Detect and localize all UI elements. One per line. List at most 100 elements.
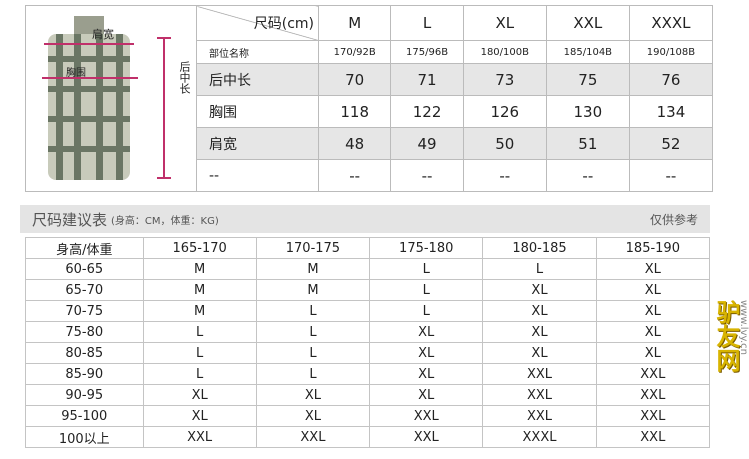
cell: XXL: [595, 405, 711, 427]
cell: 165-170: [142, 237, 257, 259]
cell: 126: [462, 95, 547, 128]
cell: XXL: [595, 426, 711, 448]
cell: XXL: [369, 426, 484, 448]
watermark-url: www.lvy.cn: [738, 300, 749, 355]
cell: XL: [482, 279, 597, 301]
cell: --: [390, 159, 464, 192]
cell: L: [142, 363, 257, 385]
vest-image: [42, 16, 171, 180]
cell: XL: [482, 300, 597, 322]
spec: 170/92B: [317, 40, 392, 64]
row-label: 60-65: [25, 258, 144, 280]
cell: 70: [317, 63, 392, 96]
cell: XL: [595, 321, 711, 343]
cell: XL: [595, 342, 711, 364]
cell: XXL: [142, 426, 257, 448]
cell: XL: [482, 321, 597, 343]
size-header: XXXL: [628, 5, 714, 41]
corner-header: 尺码(cm): [196, 5, 319, 41]
cell: XL: [595, 279, 711, 301]
cell: L: [369, 258, 484, 280]
cell: M: [142, 279, 257, 301]
cell: XXL: [255, 426, 371, 448]
table-row: 60-65 M M L L XL: [25, 258, 711, 280]
table-row: 75-80 L L XL XL XL: [25, 321, 711, 343]
size-chart-table: 肩宽 胸围 后中长 尺码(cm) M L XL XXL XXXL 部位名称 17…: [25, 5, 714, 192]
cell: 134: [628, 95, 714, 128]
row-label: 90-95: [25, 384, 144, 406]
row-label: 肩宽: [196, 127, 319, 160]
cell: 185-190: [595, 237, 711, 259]
cell: XL: [369, 321, 484, 343]
cell: 122: [390, 95, 464, 128]
shoulder-label: 肩宽: [92, 28, 114, 41]
row-label: 后中长: [196, 63, 319, 96]
cell: L: [142, 342, 257, 364]
cell: 130: [545, 95, 630, 128]
table-row: 后中长 70 71 73 75 76: [26, 63, 714, 96]
cell: XXL: [595, 384, 711, 406]
row-label: 95-100: [25, 405, 144, 427]
cell: 118: [317, 95, 392, 128]
table-row: -- -- -- -- -- --: [26, 159, 714, 192]
size-header: XL: [462, 5, 547, 41]
cell: M: [142, 258, 257, 280]
cell: 51: [545, 127, 630, 160]
spec: 180/100B: [462, 40, 547, 64]
cell: 73: [462, 63, 547, 96]
cell: XL: [369, 342, 484, 364]
cell: 49: [390, 127, 464, 160]
cell: L: [255, 363, 371, 385]
cell: M: [255, 258, 371, 280]
cell: XL: [482, 342, 597, 364]
cell: L: [255, 300, 371, 322]
cell: XL: [255, 405, 371, 427]
table-row: 95-100 XL XL XXL XXL XXL: [25, 405, 711, 427]
cell: --: [462, 159, 547, 192]
cell: 180-185: [482, 237, 597, 259]
cell: L: [369, 300, 484, 322]
cell: XL: [595, 258, 711, 280]
size-unit-label: 尺码(cm): [253, 16, 314, 32]
table-row: 85-90 L L XL XXL XXL: [25, 363, 711, 385]
cell: 71: [390, 63, 464, 96]
cell: XXXL: [482, 426, 597, 448]
cell: 170-175: [255, 237, 371, 259]
chest-label: 胸围: [66, 68, 86, 79]
cell: 75: [545, 63, 630, 96]
cell: --: [317, 159, 392, 192]
cell: XXL: [369, 405, 484, 427]
reference-note: 仅供参考: [649, 212, 698, 227]
spec: 190/108B: [628, 40, 714, 64]
cell: 50: [462, 127, 547, 160]
vest-diagram: 肩宽 胸围 后中长: [25, 5, 197, 192]
cell: 52: [628, 127, 714, 160]
cell: XL: [255, 384, 371, 406]
recommend-subtitle: (身高：CM，体重：KG): [111, 215, 219, 227]
cell: XL: [369, 384, 484, 406]
table-row: 70-75 M L L XL XL: [25, 300, 711, 322]
cell: L: [482, 258, 597, 280]
cell: XL: [142, 405, 257, 427]
size-header: L: [390, 5, 464, 41]
spec: 175/96B: [390, 40, 464, 64]
row-label: 85-90: [25, 363, 144, 385]
row-label: 75-80: [25, 321, 144, 343]
table-header-row: 身高/体重 165-170 170-175 175-180 180-185 185-190: [25, 237, 711, 259]
row-label: 100以上: [25, 426, 144, 448]
table-row: 100以上 XXL XXL XXL XXXL XXL: [25, 426, 711, 448]
recommend-table: 身高/体重 165-170 170-175 175-180 180-185 185-190…: [25, 237, 711, 448]
table-row: 65-70 M M L XL XL: [25, 279, 711, 301]
cell: 76: [628, 63, 714, 96]
cell: XXL: [482, 363, 597, 385]
table-row: 80-85 L L XL XL XL: [25, 342, 711, 364]
recommend-title: 尺码建议表: [32, 210, 108, 229]
row-label: 80-85: [25, 342, 144, 364]
cell: 48: [317, 127, 392, 160]
table-row: 肩宽 48 49 50 51 52: [26, 127, 714, 160]
cell: --: [545, 159, 630, 192]
spec: 185/104B: [545, 40, 630, 64]
cell: M: [142, 300, 257, 322]
cell: XXL: [482, 384, 597, 406]
length-label: 后中长: [178, 61, 191, 94]
